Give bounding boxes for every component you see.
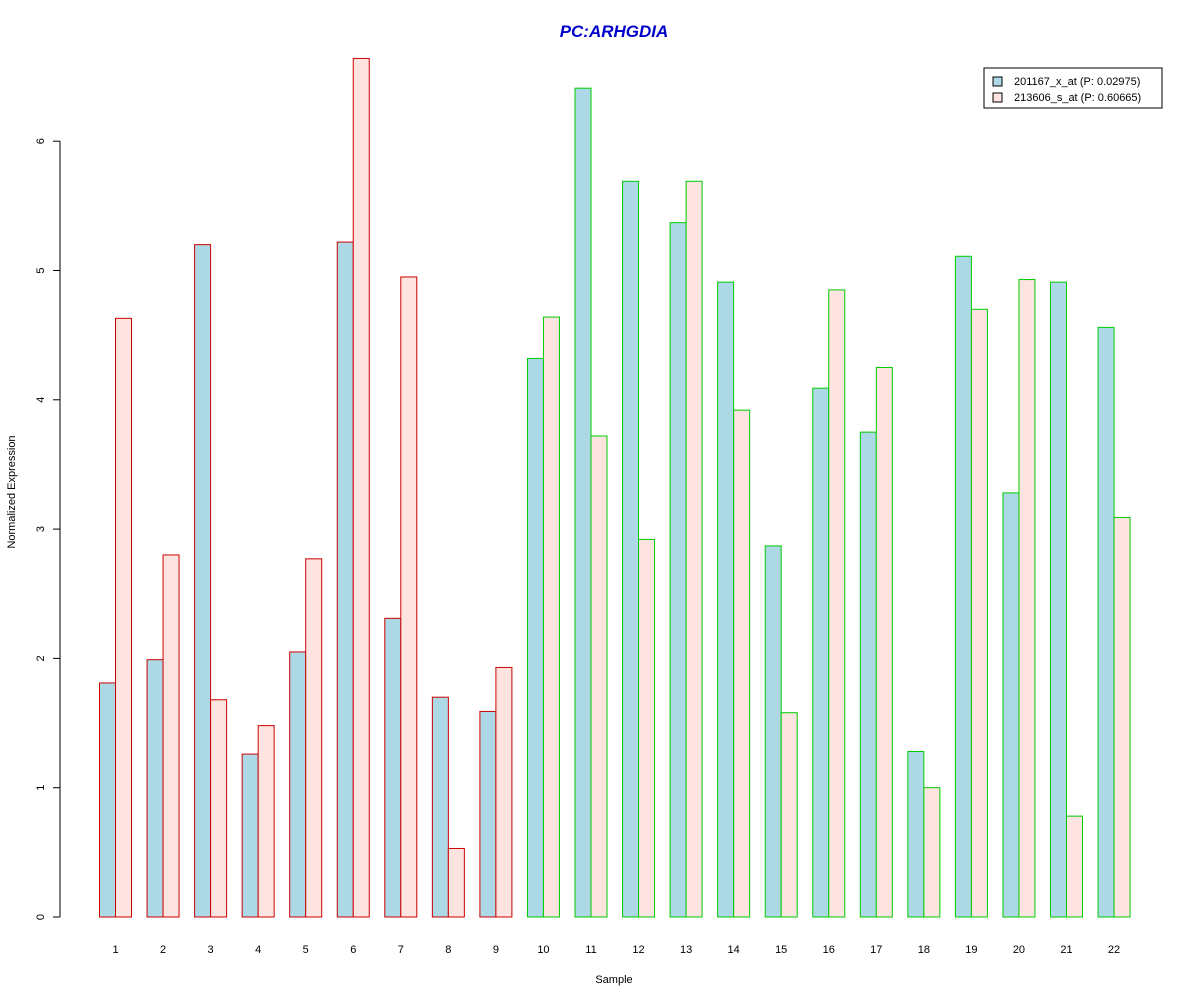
x-tick-label: 19 <box>965 944 977 956</box>
bar-series-1 <box>1002 492 1020 918</box>
bar-series-2 <box>210 699 228 918</box>
bar-series-1 <box>622 180 640 918</box>
x-tick-label: 2 <box>160 944 166 956</box>
bar-series-2 <box>970 308 988 918</box>
x-tick-label: 20 <box>1013 944 1025 956</box>
x-tick-label: 9 <box>493 944 499 956</box>
legend-label: 213606_s_at (P: 0.60665) <box>1014 92 1141 104</box>
y-tick-label: 2 <box>35 655 47 661</box>
bar-series-1 <box>431 696 449 918</box>
bar-series-2 <box>400 276 418 918</box>
y-tick-label: 0 <box>35 914 47 920</box>
x-axis-label: Sample <box>595 974 632 986</box>
bar-series-1 <box>241 753 259 918</box>
x-axis-tick-labels: 1 2 3 4 5 6 7 8 9 10 11 12 13 14 15 16 17 18 19 20 21 22 <box>112 944 1120 956</box>
x-tick-label: 5 <box>303 944 309 956</box>
bar-series-2 <box>733 409 751 918</box>
bar-series-1 <box>954 255 972 918</box>
y-tick-label: 6 <box>35 138 47 144</box>
bar-series-2 <box>542 316 560 918</box>
bar-series-1 <box>526 357 544 918</box>
bar-series-2 <box>447 847 465 918</box>
bar-series-1 <box>907 750 925 918</box>
bar-series-2 <box>1113 516 1131 918</box>
bar-series-1 <box>717 281 735 918</box>
y-tick-label: 1 <box>35 785 47 791</box>
bars <box>99 57 1131 918</box>
bar-series-2 <box>115 317 132 918</box>
bar-series-1 <box>194 244 212 918</box>
x-tick-label: 11 <box>585 944 596 956</box>
chart-title: PC:ARHGDIA <box>560 22 669 41</box>
y-axis-label: Normalized Expression <box>6 435 18 548</box>
bar-series-2 <box>685 180 703 918</box>
x-tick-label: 15 <box>775 944 787 956</box>
bar-series-2 <box>305 558 323 918</box>
bar-series-2 <box>780 712 798 918</box>
bar-series-1 <box>99 682 116 918</box>
bar-series-1 <box>574 87 592 918</box>
x-tick-label: 4 <box>255 944 261 956</box>
x-tick-label: 3 <box>208 944 214 956</box>
bar-series-1 <box>1097 326 1115 918</box>
x-tick-label: 6 <box>350 944 356 956</box>
x-tick-label: 22 <box>1108 944 1120 956</box>
bar-series-2 <box>257 725 275 918</box>
bar-series-2 <box>1018 279 1036 918</box>
bar-series-1 <box>289 651 307 918</box>
bar-series-2 <box>590 435 608 918</box>
bar-series-2 <box>495 666 513 918</box>
x-tick-label: 14 <box>728 944 740 956</box>
bar-series-1 <box>1050 281 1067 918</box>
y-tick-label: 4 <box>35 397 47 403</box>
bar-series-1 <box>764 545 782 918</box>
x-tick-label: 12 <box>632 944 644 956</box>
bar-series-2 <box>875 366 893 918</box>
bar-series-1 <box>146 659 164 918</box>
bar-series-2 <box>923 787 941 918</box>
bar-series-2 <box>828 289 846 918</box>
legend: 201167_x_at (P: 0.02975) 213606_s_at (P: … <box>983 67 1163 109</box>
x-tick-label: 10 <box>537 944 549 956</box>
bar-series-1 <box>479 710 497 918</box>
bar-series-2 <box>352 57 370 918</box>
legend-swatch <box>992 76 1003 87</box>
legend-box <box>983 67 1163 109</box>
bar-series-2 <box>162 554 180 918</box>
y-tick-label: 5 <box>35 267 47 273</box>
legend-swatch <box>992 92 1003 103</box>
bar-series-1 <box>669 222 687 918</box>
bar-series-1 <box>812 387 830 918</box>
y-axis: 0 1 2 3 4 5 6 <box>35 138 61 920</box>
bar-series-1 <box>859 431 877 918</box>
x-tick-label: 16 <box>823 944 835 956</box>
x-tick-label: 1 <box>112 944 118 956</box>
x-tick-label: 21 <box>1060 944 1072 956</box>
x-tick-label: 17 <box>870 944 882 956</box>
x-tick-label: 7 <box>398 944 404 956</box>
bar-series-1 <box>384 617 402 918</box>
bar-series-2 <box>1066 815 1083 918</box>
legend-label: 201167_x_at (P: 0.02975) <box>1014 76 1140 88</box>
y-tick-label: 3 <box>35 526 47 532</box>
bar-series-2 <box>638 538 656 918</box>
x-tick-label: 18 <box>918 944 930 956</box>
bar-series-1 <box>336 241 354 918</box>
x-tick-label: 8 <box>445 944 451 956</box>
x-tick-label: 13 <box>680 944 692 956</box>
